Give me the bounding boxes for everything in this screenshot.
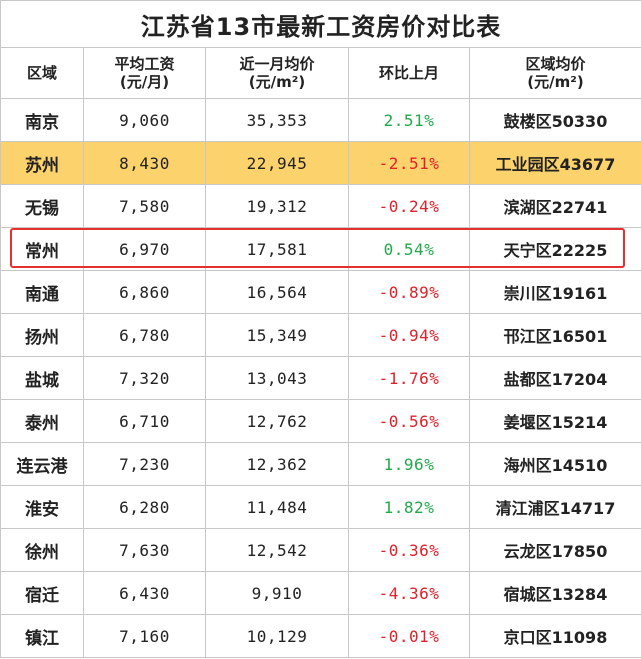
area-cell: 清江浦区14717 xyxy=(469,485,641,529)
header-wage-line1: 平均工资 xyxy=(114,55,175,73)
mom-cell: -0.01% xyxy=(348,614,470,658)
city-cell: 徐州 xyxy=(0,528,84,572)
area-cell: 工业园区43677 xyxy=(469,141,641,185)
price-cell: 13,043 xyxy=(205,356,349,400)
table-row: 常州 6,970 17,581 0.54% 天宁区22225 xyxy=(0,227,641,271)
area-cell: 邗江区16501 xyxy=(469,313,641,357)
table-row: 镇江 7,160 10,129 -0.01% 京口区11098 xyxy=(0,614,641,658)
table-row: 连云港 7,230 12,362 1.96% 海州区14510 xyxy=(0,442,641,486)
area-cell: 宿城区13284 xyxy=(469,571,641,615)
mom-cell: 2.51% xyxy=(348,98,470,142)
wage-cell: 9,060 xyxy=(83,98,206,142)
header-area: 区域均价 (元/m²) xyxy=(469,47,641,99)
wage-cell: 7,230 xyxy=(83,442,206,486)
table-row: 扬州 6,780 15,349 -0.94% 邗江区16501 xyxy=(0,313,641,357)
city-cell: 淮安 xyxy=(0,485,84,529)
table-row: 宿迁 6,430 9,910 -4.36% 宿城区13284 xyxy=(0,571,641,615)
city-cell: 镇江 xyxy=(0,614,84,658)
city-cell: 盐城 xyxy=(0,356,84,400)
area-cell: 滨湖区22741 xyxy=(469,184,641,228)
header-area-line2: (元/m²) xyxy=(527,73,584,91)
wage-cell: 8,430 xyxy=(83,141,206,185)
wage-cell: 7,630 xyxy=(83,528,206,572)
title-row: 江苏省13市最新工资房价对比表 xyxy=(0,0,641,48)
table-row: 淮安 6,280 11,484 1.82% 清江浦区14717 xyxy=(0,485,641,529)
mom-cell: 1.82% xyxy=(348,485,470,529)
city-cell: 扬州 xyxy=(0,313,84,357)
wage-cell: 6,780 xyxy=(83,313,206,357)
mom-cell: 0.54% xyxy=(348,227,470,271)
mom-cell: -0.36% xyxy=(348,528,470,572)
header-price: 近一月均价 (元/m²) xyxy=(205,47,349,99)
table-row: 盐城 7,320 13,043 -1.76% 盐都区17204 xyxy=(0,356,641,400)
wage-cell: 6,860 xyxy=(83,270,206,314)
table-row: 苏州 8,430 22,945 -2.51% 工业园区43677 xyxy=(0,141,641,185)
wage-cell: 6,710 xyxy=(83,399,206,443)
area-cell: 盐都区17204 xyxy=(469,356,641,400)
area-cell: 京口区11098 xyxy=(469,614,641,658)
city-cell: 无锡 xyxy=(0,184,84,228)
table-row: 徐州 7,630 12,542 -0.36% 云龙区17850 xyxy=(0,528,641,572)
area-cell: 海州区14510 xyxy=(469,442,641,486)
area-cell: 崇川区19161 xyxy=(469,270,641,314)
price-cell: 17,581 xyxy=(205,227,349,271)
mom-cell: -0.94% xyxy=(348,313,470,357)
header-mom: 环比上月 xyxy=(348,47,470,99)
header-price-line1: 近一月均价 xyxy=(239,55,315,73)
mom-cell: -0.89% xyxy=(348,270,470,314)
mom-cell: 1.96% xyxy=(348,442,470,486)
wage-cell: 7,320 xyxy=(83,356,206,400)
city-cell: 连云港 xyxy=(0,442,84,486)
mom-cell: -1.76% xyxy=(348,356,470,400)
mom-cell: -0.24% xyxy=(348,184,470,228)
city-cell: 南京 xyxy=(0,98,84,142)
price-cell: 12,362 xyxy=(205,442,349,486)
city-cell: 宿迁 xyxy=(0,571,84,615)
price-cell: 16,564 xyxy=(205,270,349,314)
wage-cell: 7,160 xyxy=(83,614,206,658)
price-cell: 12,542 xyxy=(205,528,349,572)
price-cell: 15,349 xyxy=(205,313,349,357)
table-row: 无锡 7,580 19,312 -0.24% 滨湖区22741 xyxy=(0,184,641,228)
wage-cell: 6,280 xyxy=(83,485,206,529)
price-cell: 35,353 xyxy=(205,98,349,142)
city-cell: 常州 xyxy=(0,227,84,271)
area-cell: 鼓楼区50330 xyxy=(469,98,641,142)
city-cell: 苏州 xyxy=(0,141,84,185)
price-cell: 9,910 xyxy=(205,571,349,615)
price-cell: 19,312 xyxy=(205,184,349,228)
area-cell: 天宁区22225 xyxy=(469,227,641,271)
header-wage-line2: (元/月) xyxy=(119,73,170,91)
table-row: 南京 9,060 35,353 2.51% 鼓楼区50330 xyxy=(0,98,641,142)
header-region: 区域 xyxy=(0,47,84,99)
area-cell: 云龙区17850 xyxy=(469,528,641,572)
header-wage: 平均工资 (元/月) xyxy=(83,47,206,99)
table-title: 江苏省13市最新工资房价对比表 xyxy=(0,0,641,48)
wage-cell: 7,580 xyxy=(83,184,206,228)
table-row: 泰州 6,710 12,762 -0.56% 姜堰区15214 xyxy=(0,399,641,443)
wage-cell: 6,430 xyxy=(83,571,206,615)
header-row: 区域 平均工资 (元/月) 近一月均价 (元/m²) 环比上月 区域均价 (元/m²) xyxy=(0,47,641,99)
header-area-line1: 区域均价 xyxy=(525,55,586,73)
mom-cell: -4.36% xyxy=(348,571,470,615)
wage-cell: 6,970 xyxy=(83,227,206,271)
area-cell: 姜堰区15214 xyxy=(469,399,641,443)
price-cell: 10,129 xyxy=(205,614,349,658)
mom-cell: -0.56% xyxy=(348,399,470,443)
table-row: 南通 6,860 16,564 -0.89% 崇川区19161 xyxy=(0,270,641,314)
price-cell: 12,762 xyxy=(205,399,349,443)
price-cell: 11,484 xyxy=(205,485,349,529)
mom-cell: -2.51% xyxy=(348,141,470,185)
city-cell: 南通 xyxy=(0,270,84,314)
city-cell: 泰州 xyxy=(0,399,84,443)
price-cell: 22,945 xyxy=(205,141,349,185)
header-price-line2: (元/m²) xyxy=(248,73,306,91)
